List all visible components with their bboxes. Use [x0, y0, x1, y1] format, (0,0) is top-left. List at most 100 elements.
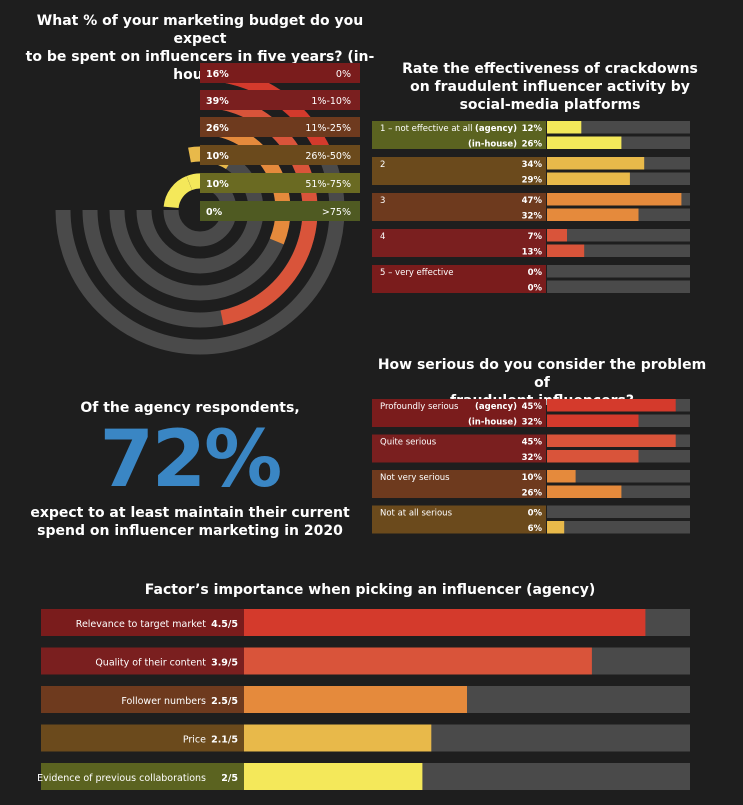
serious-value-label: 45%	[522, 402, 543, 412]
serious-bar	[547, 485, 622, 498]
budget-label-row	[200, 117, 360, 137]
budget-label-row	[200, 63, 360, 83]
budget-value-label: 26%	[206, 123, 229, 134]
factor-label-block	[41, 724, 244, 752]
factor-bar	[244, 763, 423, 790]
factor-value-label: 3.9/5	[211, 658, 238, 669]
factor-category-label: Price	[183, 735, 206, 746]
factor-label-block	[41, 647, 244, 675]
serious-bar-track	[547, 470, 690, 483]
budget-label-row	[200, 90, 360, 110]
budget-category-label: 51%-75%	[305, 179, 351, 190]
crackdown-category-label: 2	[380, 160, 385, 170]
crackdown-title-line1: Rate the effectiveness of crackdowns	[402, 61, 698, 77]
budget-value-label: 16%	[206, 69, 229, 80]
ring-value-bar	[163, 176, 193, 209]
callout-bottom-line1: expect to at least maintain their curren…	[30, 505, 350, 521]
crackdown-title: Rate the effectiveness of crackdowns on …	[380, 60, 720, 114]
crackdown-bar	[547, 172, 630, 185]
ring-value-bar	[199, 92, 318, 326]
factor-bar	[244, 686, 467, 713]
budget-category-label: 0%	[336, 69, 351, 80]
crackdown-bar	[547, 229, 567, 242]
factor-label-block	[41, 763, 244, 790]
crackdown-value-label: 7%	[528, 232, 543, 242]
crackdown-value-label: 13%	[522, 248, 543, 258]
budget-value-label: 0%	[206, 207, 223, 218]
crackdown-category-label: 3	[380, 196, 385, 206]
budget-value-label: 10%	[206, 179, 229, 190]
serious-value-label: 10%	[522, 473, 543, 483]
crackdown-series-label: (agency)	[475, 124, 517, 134]
budget-label-row	[200, 201, 360, 221]
serious-bar-track	[547, 521, 690, 534]
crackdown-bar-track	[547, 265, 690, 278]
crackdown-bar-track	[547, 121, 690, 134]
crackdown-value-label: 47%	[522, 196, 543, 206]
crackdown-bar	[547, 136, 622, 149]
crackdown-title-line3: social-media platforms	[459, 97, 641, 113]
serious-category-label: Not at all serious	[380, 509, 453, 519]
crackdown-label-block	[372, 229, 546, 257]
serious-value-label: 45%	[522, 438, 543, 448]
serious-series-label: (agency)	[475, 402, 517, 412]
factor-label-block	[41, 686, 244, 713]
serious-label-block	[372, 399, 546, 427]
crackdown-series-label: (in-house)	[468, 140, 517, 150]
factor-category-label: Relevance to target market	[76, 619, 207, 630]
callout-bottom-line2: spend on influencer marketing in 2020	[37, 523, 343, 539]
crackdown-bar	[547, 157, 645, 170]
serious-bar	[547, 521, 565, 534]
factor-value-label: 4.5/5	[211, 619, 238, 630]
serious-value-label: 26%	[522, 489, 543, 499]
crackdown-value-label: 12%	[522, 124, 543, 134]
crackdown-bar-track	[547, 280, 690, 293]
factor-value-label: 2/5	[221, 773, 238, 784]
crackdown-bar-track	[547, 229, 690, 242]
agency-callout: Of the agency respondents, 72% expect to…	[20, 400, 360, 540]
crackdown-bar	[547, 208, 639, 221]
serious-label-block	[372, 434, 546, 463]
serious-value-label: 0%	[528, 509, 543, 519]
crackdown-value-label: 26%	[522, 140, 543, 150]
serious-label-block	[372, 505, 546, 534]
serious-series-label: (in-house)	[468, 418, 517, 428]
serious-bar	[547, 399, 676, 412]
factor-category-label: Follower numbers	[121, 696, 206, 707]
serious-value-label: 32%	[522, 453, 543, 463]
callout-number: 72%	[99, 415, 283, 505]
factor-category-label: Quality of their content	[95, 658, 206, 669]
crackdown-value-label: 29%	[522, 176, 543, 186]
serious-category-label: Not very serious	[380, 473, 450, 483]
serious-category-label: Profoundly serious	[380, 402, 459, 412]
crackdown-bar	[547, 244, 585, 257]
crackdown-label-block	[372, 193, 546, 221]
factor-label-block	[41, 609, 244, 636]
crackdown-category-label: 1 – not effective at all	[380, 124, 473, 134]
budget-label-row	[200, 145, 360, 165]
budget-category-label: 1%-10%	[311, 96, 351, 107]
budget-value-label: 39%	[206, 96, 229, 107]
budget-value-label: 10%	[206, 151, 229, 162]
budget-label-row	[200, 173, 360, 193]
crackdown-value-label: 34%	[522, 160, 543, 170]
serious-value-label: 6%	[528, 524, 543, 534]
serious-category-label: Quite serious	[380, 438, 437, 448]
serious-bar	[547, 414, 639, 427]
factor-category-label: Evidence of previous collaborations	[37, 773, 206, 784]
crackdown-label-block	[372, 121, 546, 149]
budget-title-line1: What % of your marketing budget do you e…	[36, 13, 364, 47]
factor-value-label: 2.5/5	[211, 696, 238, 707]
crackdown-value-label: 32%	[522, 212, 543, 222]
budget-category-label: 26%-50%	[305, 151, 351, 162]
factors-title: Factor’s importance when picking an infl…	[144, 582, 596, 598]
serious-label-block	[372, 470, 546, 498]
ring-track	[136, 146, 264, 274]
crackdown-category-label: 4	[380, 232, 385, 242]
crackdown-bar	[547, 193, 682, 206]
serious-title-line1: How serious do you consider the problem …	[377, 357, 707, 391]
crackdown-bar	[547, 121, 582, 134]
crackdown-label-block	[372, 265, 546, 293]
factor-bar	[244, 647, 592, 675]
